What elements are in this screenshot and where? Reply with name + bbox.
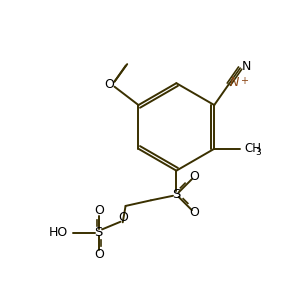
Text: CH: CH: [245, 142, 261, 155]
Text: S: S: [95, 226, 103, 239]
Text: N: N: [230, 76, 239, 89]
Text: N: N: [241, 60, 251, 73]
Text: HO: HO: [48, 226, 68, 239]
Text: O: O: [105, 78, 114, 91]
Text: O: O: [94, 204, 104, 217]
Text: 3: 3: [256, 148, 261, 157]
Text: S: S: [172, 188, 181, 201]
Text: +: +: [240, 76, 248, 86]
Text: O: O: [189, 170, 199, 183]
Text: O: O: [118, 211, 128, 224]
Text: O: O: [189, 206, 199, 219]
Text: O: O: [94, 248, 104, 261]
